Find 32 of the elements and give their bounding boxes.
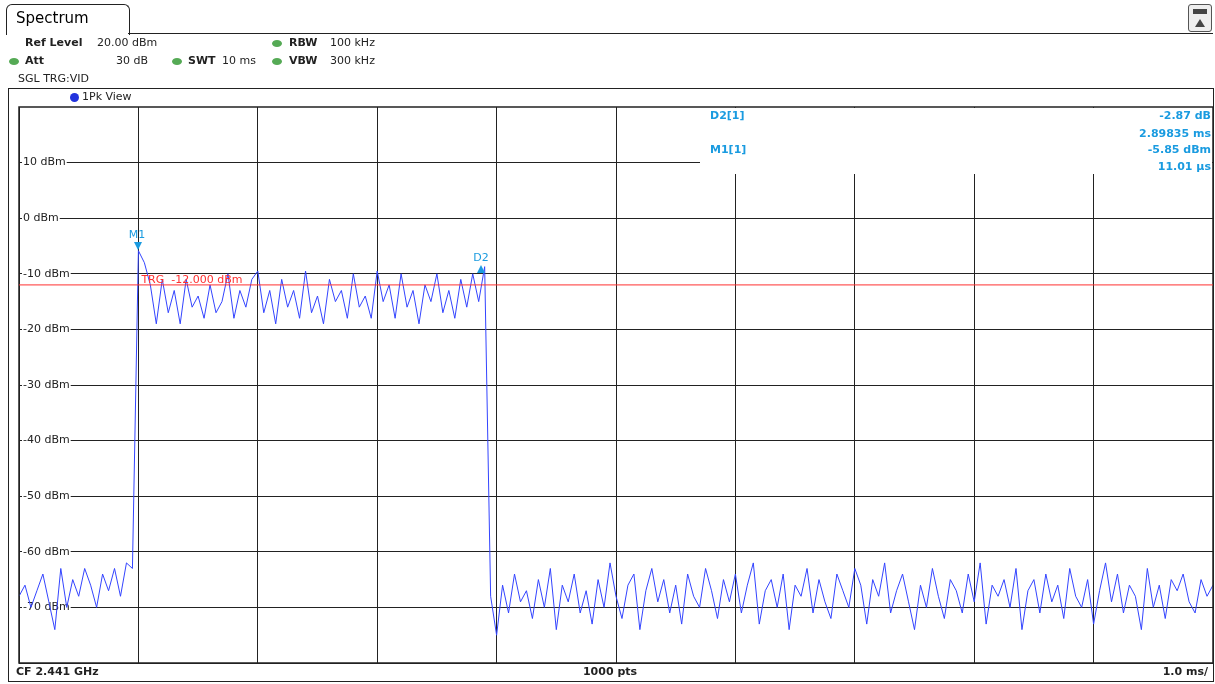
text: 300 kHz: [330, 54, 375, 68]
y-tick-label: -60 dBm: [23, 544, 70, 558]
text: Att: [25, 54, 45, 68]
y-tick-label: -20 dBm: [23, 322, 70, 336]
text: 1000 pts: [582, 665, 638, 679]
text: 1.0 ms/: [1162, 665, 1208, 679]
text: SWT: [188, 54, 216, 68]
annotation: D2: [473, 251, 489, 265]
y-tick-label: -10 dBm: [23, 266, 70, 280]
text: VBW: [289, 54, 318, 68]
text: 30 dB: [116, 54, 149, 68]
annotation: 2.89835 ms: [1139, 127, 1211, 141]
annotation: D2[1]: [710, 109, 745, 123]
y-tick-label: 10 dBm: [23, 155, 66, 169]
text: 1Pk View: [82, 90, 132, 104]
chart-title: Spectrum: [16, 9, 89, 27]
text: 20.00 dBm: [97, 36, 158, 50]
text: CF 2.441 GHz: [16, 665, 99, 679]
y-tick-label: -50 dBm: [23, 489, 70, 503]
text: 10 ms: [222, 54, 256, 68]
y-tick-label: -70 dBm: [23, 600, 70, 614]
y-tick-label: 0 dBm: [23, 211, 59, 225]
text: 100 kHz: [330, 36, 375, 50]
text: Ref Level: [25, 36, 83, 50]
annotation: -5.85 dBm: [1147, 143, 1211, 157]
text: SGL TRG:VID: [18, 72, 89, 86]
text: RBW: [289, 36, 318, 50]
annotation: M1[1]: [710, 143, 747, 157]
annotation: -2.87 dB: [1159, 109, 1211, 123]
y-tick-label: -30 dBm: [23, 377, 70, 391]
annotation: 11.01 µs: [1157, 160, 1211, 174]
y-tick-label: -40 dBm: [23, 433, 70, 447]
